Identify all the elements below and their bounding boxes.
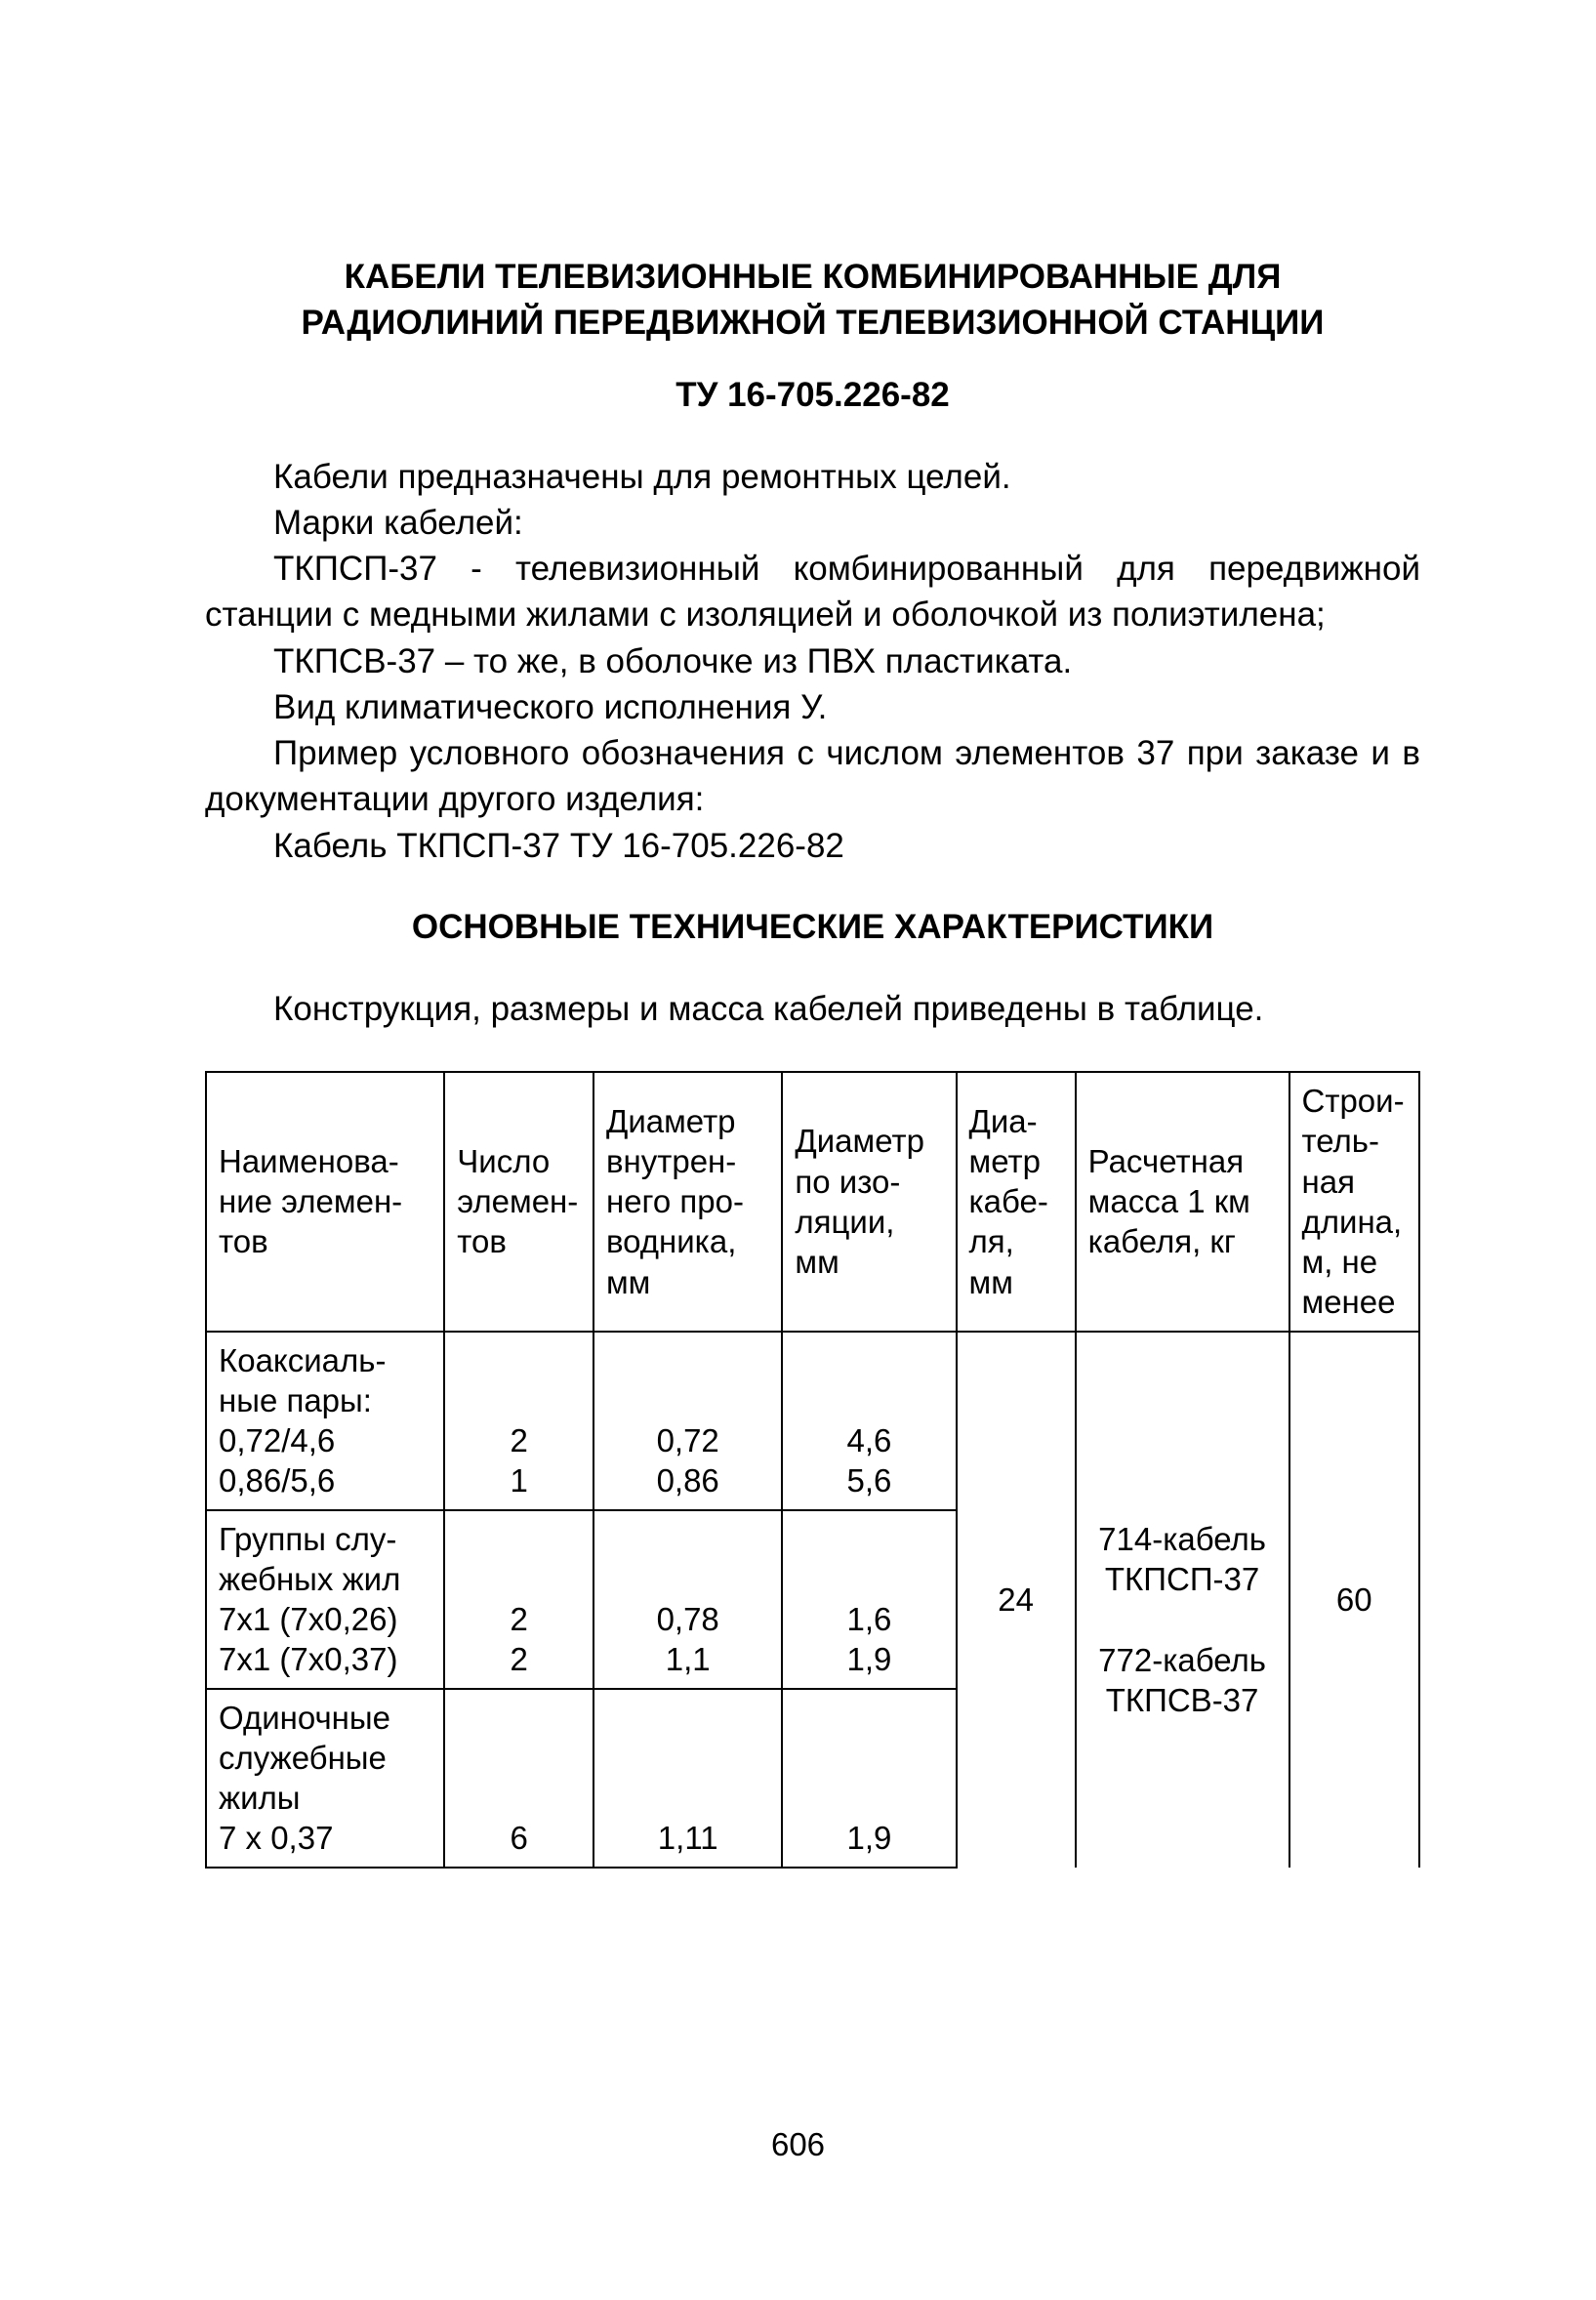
group1-r1-count: 2 — [457, 1420, 581, 1460]
group1-r2-inner: 0,86 — [606, 1460, 769, 1500]
mass-line3: 772-кабель — [1088, 1640, 1277, 1680]
dia-cell: 24 — [957, 1332, 1076, 1868]
group2-r2-inner: 1,1 — [606, 1639, 769, 1679]
title-line-1: КАБЕЛИ ТЕЛЕВИЗИОННЫЕ КОМБИНИРОВАННЫЕ ДЛЯ — [345, 258, 1282, 296]
intro-paragraph: Кабели предназначены для ремонтных целей… — [205, 454, 1420, 869]
header-len: Строи­тель­ная длина, м, не менее — [1289, 1072, 1420, 1332]
group2-iso-cell: 1,6 1,9 — [782, 1510, 956, 1689]
group1-r2-count: 1 — [457, 1460, 581, 1500]
para-d: ТКПСВ-37 – то же, в оболочке из ПВХ плас… — [205, 638, 1420, 684]
spec-table: Наименова­ние элемен­тов Число элемен­то… — [205, 1071, 1420, 1869]
group2-r2-name: 7x1 (7x0,37) — [219, 1639, 431, 1679]
group1-label: Коаксиаль­ные пары: — [219, 1340, 431, 1421]
para-a: Кабели предназначены для ремонтных целей… — [205, 454, 1420, 500]
group1-r2-name: 0,86/5,6 — [219, 1460, 431, 1500]
para-f: Пример условного обозначения с числом эл… — [205, 730, 1420, 823]
group1-r2-iso: 5,6 — [795, 1460, 943, 1500]
title-line-2: РАДИОЛИНИЙ ПЕРЕДВИЖНОЙ ТЕЛЕВИЗИОННОЙ СТА… — [302, 304, 1325, 342]
group3-r1-inner: 1,11 — [606, 1818, 769, 1858]
group1-iso-cell: 4,6 5,6 — [782, 1332, 956, 1510]
document-title: КАБЕЛИ ТЕЛЕВИЗИОННЫЕ КОМБИНИРОВАННЫЕ ДЛЯ… — [205, 254, 1420, 347]
group1-r1-inner: 0,72 — [606, 1420, 769, 1460]
group1-cell: Коаксиаль­ные пары: 0,72/4,6 0,86/5,6 — [206, 1332, 444, 1510]
mass-cell: 714-кабель ТКПСП-37 772-кабель ТКПСВ-37 — [1076, 1332, 1289, 1868]
table-intro: Конструкция, размеры и масса кабелей при… — [205, 986, 1420, 1032]
header-dia: Диа­метр кабе­ля, мм — [957, 1072, 1076, 1332]
para-e: Вид климатического исполнения У. — [205, 684, 1420, 730]
document-subtitle: ТУ 16-705.226-82 — [205, 376, 1420, 415]
mass-line4: ТКПСВ-37 — [1088, 1680, 1277, 1720]
group2-r2-iso: 1,9 — [795, 1639, 943, 1679]
group3-iso-cell: 1,9 — [782, 1689, 956, 1868]
group2-r1-inner: 0,78 — [606, 1599, 769, 1639]
group3-r1-count: 6 — [457, 1818, 581, 1858]
group3-r1-iso: 1,9 — [795, 1818, 943, 1858]
group2-cell: Группы слу­жебных жил 7x1 (7x0,26) 7x1 (… — [206, 1510, 444, 1689]
section-title: ОСНОВНЫЕ ТЕХНИЧЕСКИЕ ХАРАКТЕРИСТИКИ — [205, 908, 1420, 947]
group3-inner-cell: 1,11 — [593, 1689, 782, 1868]
header-inner: Диаметр внутрен­него про­водника, мм — [593, 1072, 782, 1332]
group3-count-cell: 6 — [444, 1689, 593, 1868]
group3-r1-name: 7 x 0,37 — [219, 1818, 431, 1858]
header-name: Наименова­ние элемен­тов — [206, 1072, 444, 1332]
group2-r2-count: 2 — [457, 1639, 581, 1679]
header-iso: Диаметр по изо­ляции, мм — [782, 1072, 956, 1332]
para-b: Марки кабелей: — [205, 500, 1420, 546]
group1-inner-cell: 0,72 0,86 — [593, 1332, 782, 1510]
group2-count-cell: 2 2 — [444, 1510, 593, 1689]
table-row: Коаксиаль­ные пары: 0,72/4,6 0,86/5,6 2 … — [206, 1332, 1419, 1510]
document-page: КАБЕЛИ ТЕЛЕВИЗИОННЫЕ КОМБИНИРОВАННЫЕ ДЛЯ… — [0, 0, 1596, 2300]
group2-label: Группы слу­жебных жил — [219, 1519, 431, 1600]
group2-inner-cell: 0,78 1,1 — [593, 1510, 782, 1689]
group3-cell: Одиночные служебные жилы 7 x 0,37 — [206, 1689, 444, 1868]
para2: Конструкция, размеры и масса кабелей при… — [205, 986, 1420, 1032]
header-count: Число элемен­тов — [444, 1072, 593, 1332]
group2-r1-iso: 1,6 — [795, 1599, 943, 1639]
group1-r1-iso: 4,6 — [795, 1420, 943, 1460]
group2-r1-name: 7x1 (7x0,26) — [219, 1599, 431, 1639]
mass-line2: ТКПСП-37 — [1088, 1559, 1277, 1599]
para-c: ТКПСП-37 - телевизионный комбинированный… — [205, 546, 1420, 638]
group2-r1-count: 2 — [457, 1599, 581, 1639]
group3-label: Одиночные служебные жилы — [219, 1698, 431, 1819]
page-number: 606 — [0, 2126, 1596, 2163]
len-cell: 60 — [1289, 1332, 1420, 1868]
mass-line1: 714-кабель — [1088, 1519, 1277, 1559]
para-g: Кабель ТКПСП-37 ТУ 16-705.226-82 — [205, 823, 1420, 869]
group1-count-cell: 2 1 — [444, 1332, 593, 1510]
table-header-row: Наименова­ние элемен­тов Число элемен­то… — [206, 1072, 1419, 1332]
group1-r1-name: 0,72/4,6 — [219, 1420, 431, 1460]
header-mass: Расчетная масса 1 км кабеля, кг — [1076, 1072, 1289, 1332]
